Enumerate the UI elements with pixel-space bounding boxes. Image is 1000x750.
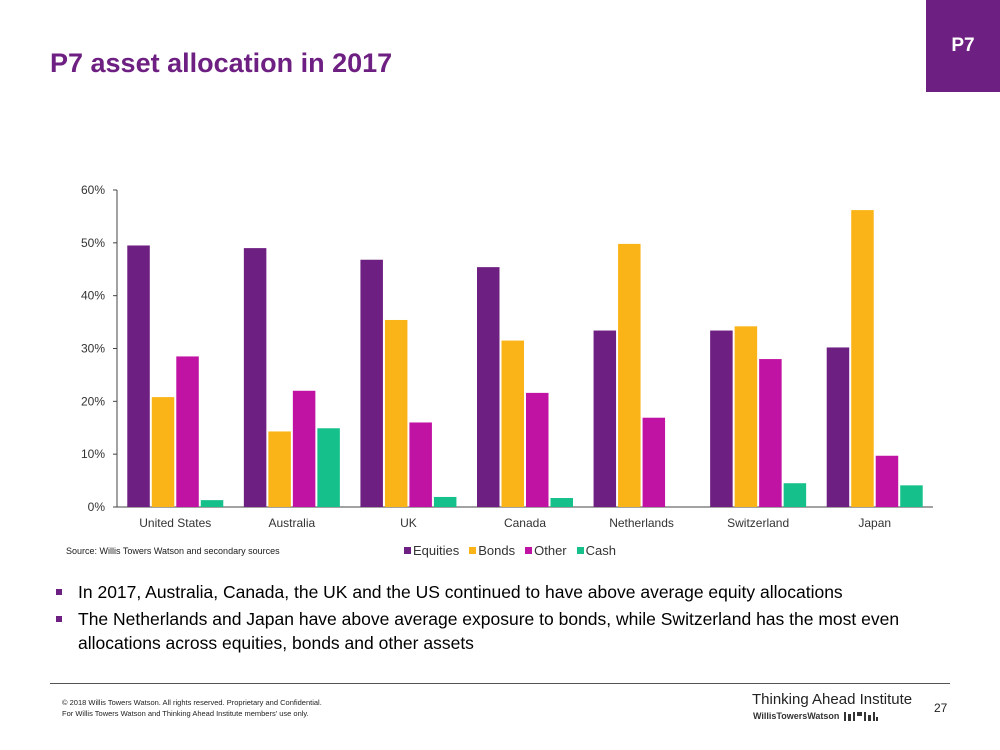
bar-bonds xyxy=(618,243,641,507)
x-category-label: Canada xyxy=(504,516,546,530)
bar-other xyxy=(759,359,782,507)
y-tick-label: 40% xyxy=(81,289,105,303)
legend-swatch-equities xyxy=(404,547,411,554)
company-logo-text: WillisTowersWatson xyxy=(753,711,840,721)
key-points-list: In 2017, Australia, Canada, the UK and t… xyxy=(55,580,955,658)
bar-equities xyxy=(477,267,500,507)
bar-bonds xyxy=(151,397,175,507)
legend-item-bonds: Bonds xyxy=(469,543,515,558)
bar-equities xyxy=(127,245,150,507)
members-note-text: For Willis Towers Watson and Thinking Ah… xyxy=(62,709,309,718)
copyright-text: © 2018 Willis Towers Watson. All rights … xyxy=(62,698,322,707)
bar-equities xyxy=(710,330,733,507)
legend-label-bonds: Bonds xyxy=(478,543,516,558)
legend-label-other: Other xyxy=(534,543,567,558)
bar-equities xyxy=(593,330,617,507)
legend-item-equities: Equities xyxy=(404,543,459,558)
bar-equities xyxy=(360,259,383,507)
y-tick-label: 50% xyxy=(81,236,105,250)
bar-equities xyxy=(826,347,850,507)
legend-swatch-bonds xyxy=(469,547,477,554)
x-category-label: Switzerland xyxy=(727,516,789,530)
x-category-label: Japan xyxy=(858,516,891,530)
key-point: The Netherlands and Japan have above ave… xyxy=(55,607,955,655)
x-category-label: UK xyxy=(400,516,417,530)
page-title: P7 asset allocation in 2017 xyxy=(50,48,393,78)
key-point-text: In 2017, Australia, Canada, the UK and t… xyxy=(78,582,843,602)
y-tick-label: 20% xyxy=(81,394,105,408)
key-point-text: The Netherlands and Japan have above ave… xyxy=(78,609,900,653)
bar-bonds xyxy=(734,326,758,507)
page-number: 27 xyxy=(934,701,948,715)
legend-item-cash: Cash xyxy=(576,543,616,558)
x-category-label: United States xyxy=(139,516,211,530)
legend-swatch-cash xyxy=(576,547,584,554)
y-tick-label: 30% xyxy=(81,342,105,356)
bar-other xyxy=(875,455,899,507)
section-badge: P7 xyxy=(926,0,1000,92)
bullet-square-icon xyxy=(56,616,62,622)
bullet-square-icon xyxy=(56,589,62,595)
bar-cash xyxy=(550,498,573,507)
key-point: In 2017, Australia, Canada, the UK and t… xyxy=(55,580,955,604)
y-tick-label: 10% xyxy=(81,447,105,461)
bar-chart: 0% 10% 20% 30% 40% 50% 60% United States Austral… xyxy=(81,183,933,530)
y-tick-label: 60% xyxy=(81,183,105,197)
y-tick-label: 0% xyxy=(88,500,106,514)
legend-label-cash: Cash xyxy=(585,543,616,558)
bar-other xyxy=(409,422,432,507)
legend-label-equities: Equities xyxy=(413,543,460,558)
bar-bonds xyxy=(501,340,524,507)
x-category-label: Australia xyxy=(269,516,316,530)
bar-cash xyxy=(783,483,807,507)
wtw-logo-icon xyxy=(844,712,878,721)
legend-swatch-other xyxy=(525,547,533,554)
bar-other xyxy=(642,417,666,507)
bar-equities xyxy=(243,248,267,507)
footer-divider xyxy=(50,683,950,684)
bar-bonds xyxy=(268,431,291,507)
x-category-label: Netherlands xyxy=(609,516,674,530)
bar-other xyxy=(526,392,549,507)
bar-bonds xyxy=(851,210,874,507)
institute-name: Thinking Ahead Institute xyxy=(752,691,913,708)
bar-cash xyxy=(900,485,923,507)
bar-bonds xyxy=(384,319,408,507)
legal-notice: © 2018 Willis Towers Watson. All rights … xyxy=(62,697,322,719)
bar-cash xyxy=(200,500,224,507)
bar-other xyxy=(176,356,199,507)
legend-item-other: Other xyxy=(525,543,567,558)
bar-cash xyxy=(317,428,340,507)
bar-other xyxy=(292,390,316,507)
chart-legend: Equities Bonds Other Cash xyxy=(404,543,616,558)
source-note: Source: Willis Towers Watson and seconda… xyxy=(66,546,280,556)
bar-cash xyxy=(433,496,457,507)
